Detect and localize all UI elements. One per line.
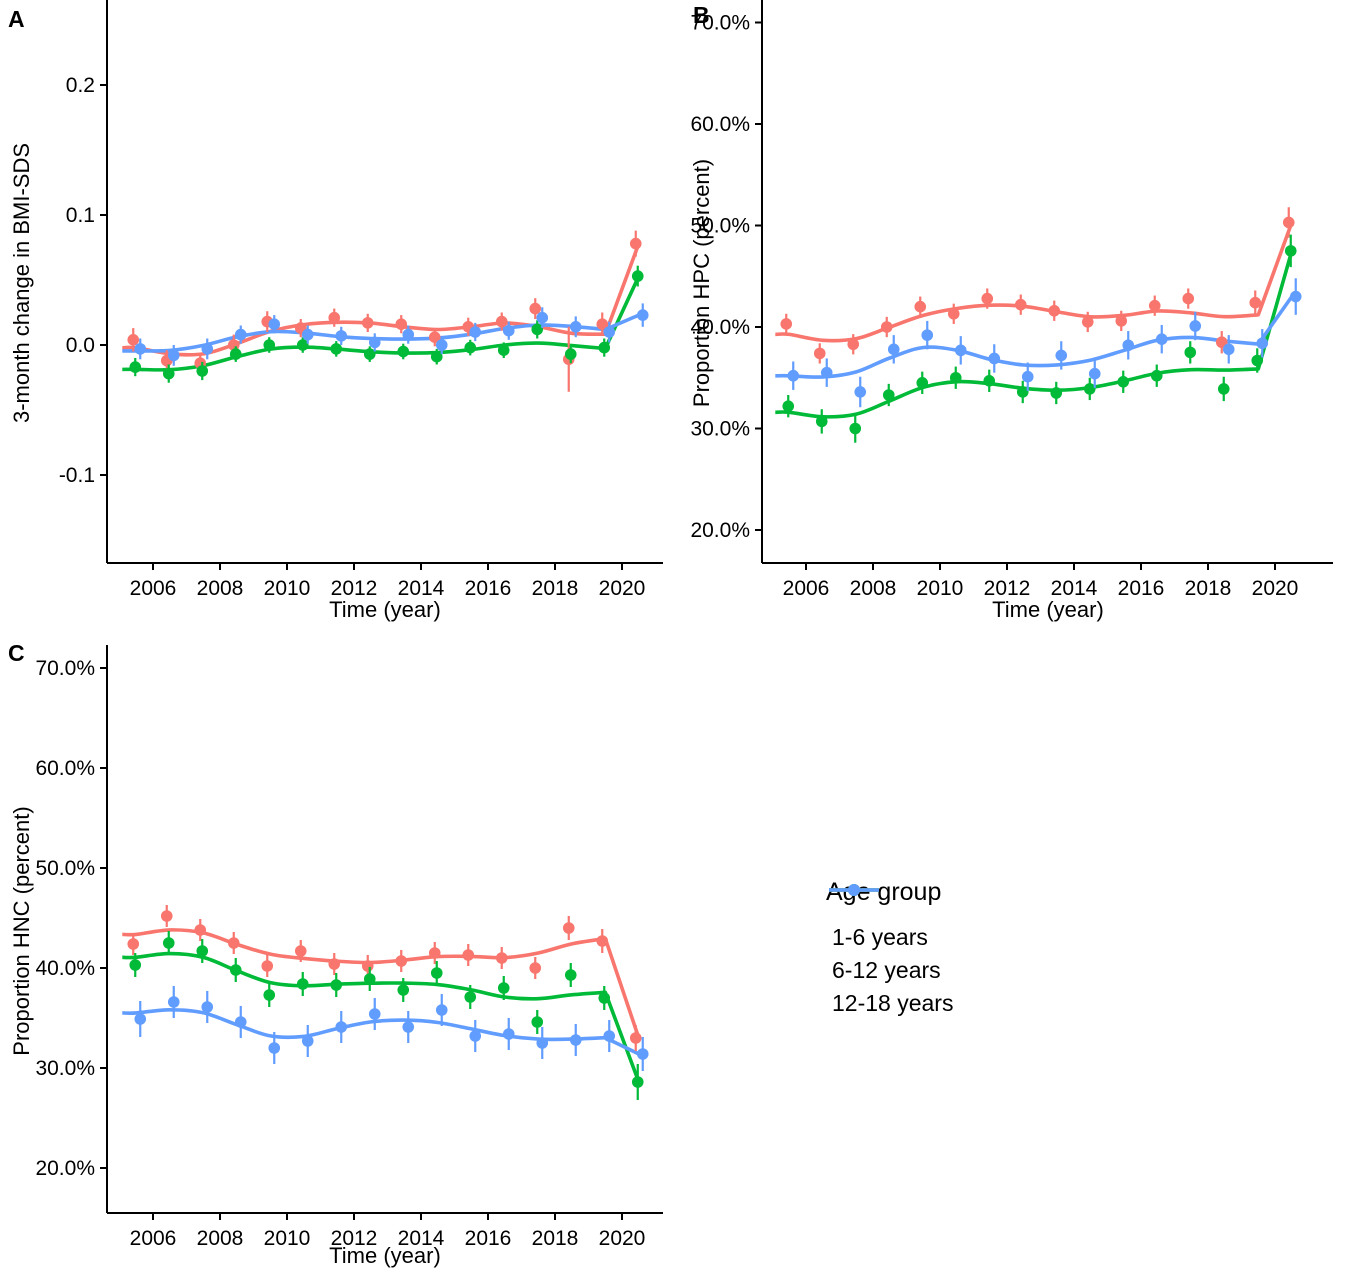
panel-a-y-axis-title: 3-month change in BMI-SDS bbox=[9, 142, 34, 424]
svg-text:60.0%: 60.0% bbox=[35, 757, 95, 780]
svg-text:20.0%: 20.0% bbox=[35, 1157, 95, 1180]
panel-a-x-axis-title: Time (year) bbox=[329, 597, 441, 622]
svg-text:2014: 2014 bbox=[398, 577, 445, 600]
svg-text:2012: 2012 bbox=[331, 1227, 378, 1250]
svg-text:2014: 2014 bbox=[1051, 577, 1098, 600]
panel-c-x-axis-title: Time (year) bbox=[329, 1243, 441, 1268]
legend-key-line-point-icon bbox=[829, 884, 879, 896]
svg-text:-0.1: -0.1 bbox=[59, 464, 95, 487]
svg-text:2006: 2006 bbox=[783, 577, 830, 600]
svg-text:2020: 2020 bbox=[1252, 577, 1299, 600]
svg-text:2008: 2008 bbox=[850, 577, 897, 600]
svg-text:50.0%: 50.0% bbox=[690, 215, 750, 238]
svg-text:2020: 2020 bbox=[599, 577, 646, 600]
svg-text:2008: 2008 bbox=[197, 577, 244, 600]
panel-b-x-axis-title: Time (year) bbox=[992, 597, 1104, 622]
svg-text:70.0%: 70.0% bbox=[690, 12, 750, 35]
svg-text:2016: 2016 bbox=[1118, 577, 1165, 600]
legend-label: 12-18 years bbox=[832, 990, 954, 1016]
svg-text:0.2: 0.2 bbox=[66, 74, 95, 97]
svg-text:2010: 2010 bbox=[917, 577, 964, 600]
legend-label: 6-12 years bbox=[832, 957, 941, 983]
svg-text:2018: 2018 bbox=[1185, 577, 1232, 600]
svg-text:2008: 2008 bbox=[197, 1227, 244, 1250]
svg-text:2016: 2016 bbox=[465, 577, 512, 600]
svg-text:2012: 2012 bbox=[331, 577, 378, 600]
svg-text:0.0: 0.0 bbox=[66, 334, 95, 357]
panel-b-y-axis-title: Proportion HPC (percent) bbox=[689, 158, 714, 408]
legend-label: 1-6 years bbox=[832, 924, 928, 950]
svg-text:40.0%: 40.0% bbox=[690, 316, 750, 339]
svg-text:2014: 2014 bbox=[398, 1227, 445, 1250]
svg-text:2006: 2006 bbox=[130, 1227, 177, 1250]
svg-text:2018: 2018 bbox=[532, 577, 579, 600]
svg-text:60.0%: 60.0% bbox=[690, 113, 750, 136]
svg-text:2020: 2020 bbox=[599, 1227, 646, 1250]
svg-text:40.0%: 40.0% bbox=[35, 957, 95, 980]
svg-text:70.0%: 70.0% bbox=[35, 657, 95, 680]
panel-c-y-axis-title: Proportion HNC (percent) bbox=[9, 806, 34, 1056]
legend-item-1-6-years: 1-6 years bbox=[826, 884, 953, 954]
svg-text:20.0%: 20.0% bbox=[690, 519, 750, 542]
panel-c-label: C bbox=[8, 640, 25, 666]
legend-item-12-18-years: 12-18 years bbox=[826, 884, 954, 1020]
svg-text:2006: 2006 bbox=[130, 577, 177, 600]
legend: Age group 1-6 years 6-12 years 12-18 yea… bbox=[826, 878, 953, 1020]
svg-text:30.0%: 30.0% bbox=[690, 418, 750, 441]
legend-item-6-12-years: 6-12 years bbox=[826, 884, 953, 987]
panel-a-label: A bbox=[8, 6, 25, 32]
svg-text:2018: 2018 bbox=[532, 1227, 579, 1250]
panel-b-label: B bbox=[693, 2, 710, 28]
svg-text:2012: 2012 bbox=[984, 577, 1031, 600]
svg-text:50.0%: 50.0% bbox=[35, 857, 95, 880]
svg-text:2016: 2016 bbox=[465, 1227, 512, 1250]
svg-text:30.0%: 30.0% bbox=[35, 1057, 95, 1080]
legend-title: Age group bbox=[826, 878, 942, 906]
svg-text:2010: 2010 bbox=[264, 577, 311, 600]
svg-text:0.1: 0.1 bbox=[66, 204, 95, 227]
svg-text:2010: 2010 bbox=[264, 1227, 311, 1250]
